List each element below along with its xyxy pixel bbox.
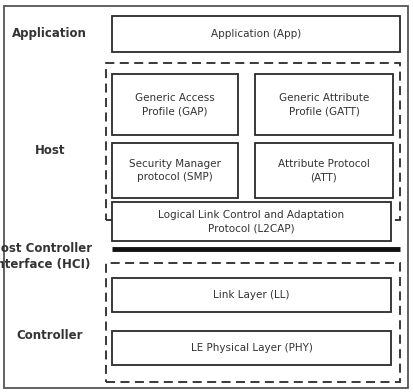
Text: Security Manager
protocol (SMP): Security Manager protocol (SMP)	[129, 159, 220, 182]
Text: Controller: Controller	[17, 328, 83, 342]
FancyBboxPatch shape	[112, 202, 390, 241]
FancyBboxPatch shape	[112, 331, 390, 365]
FancyBboxPatch shape	[112, 278, 390, 312]
Text: Link Layer (LL): Link Layer (LL)	[213, 290, 289, 300]
Text: Logical Link Control and Adaptation
Protocol (L2CAP): Logical Link Control and Adaptation Prot…	[158, 210, 344, 233]
Text: Host Controller
Interface (HCI): Host Controller Interface (HCI)	[0, 242, 92, 271]
Text: Generic Attribute
Profile (GATT): Generic Attribute Profile (GATT)	[278, 93, 368, 116]
FancyBboxPatch shape	[112, 143, 237, 198]
Text: Generic Access
Profile (GAP): Generic Access Profile (GAP)	[135, 93, 214, 116]
Text: Application (App): Application (App)	[210, 29, 300, 39]
Text: Host: Host	[34, 144, 65, 158]
Text: Application: Application	[12, 27, 87, 40]
Text: LE Physical Layer (PHY): LE Physical Layer (PHY)	[190, 343, 312, 353]
FancyBboxPatch shape	[4, 6, 407, 388]
FancyBboxPatch shape	[112, 16, 399, 52]
FancyBboxPatch shape	[112, 74, 237, 135]
FancyBboxPatch shape	[254, 143, 392, 198]
Text: Attribute Protocol
(ATT): Attribute Protocol (ATT)	[278, 159, 369, 182]
FancyBboxPatch shape	[254, 74, 392, 135]
